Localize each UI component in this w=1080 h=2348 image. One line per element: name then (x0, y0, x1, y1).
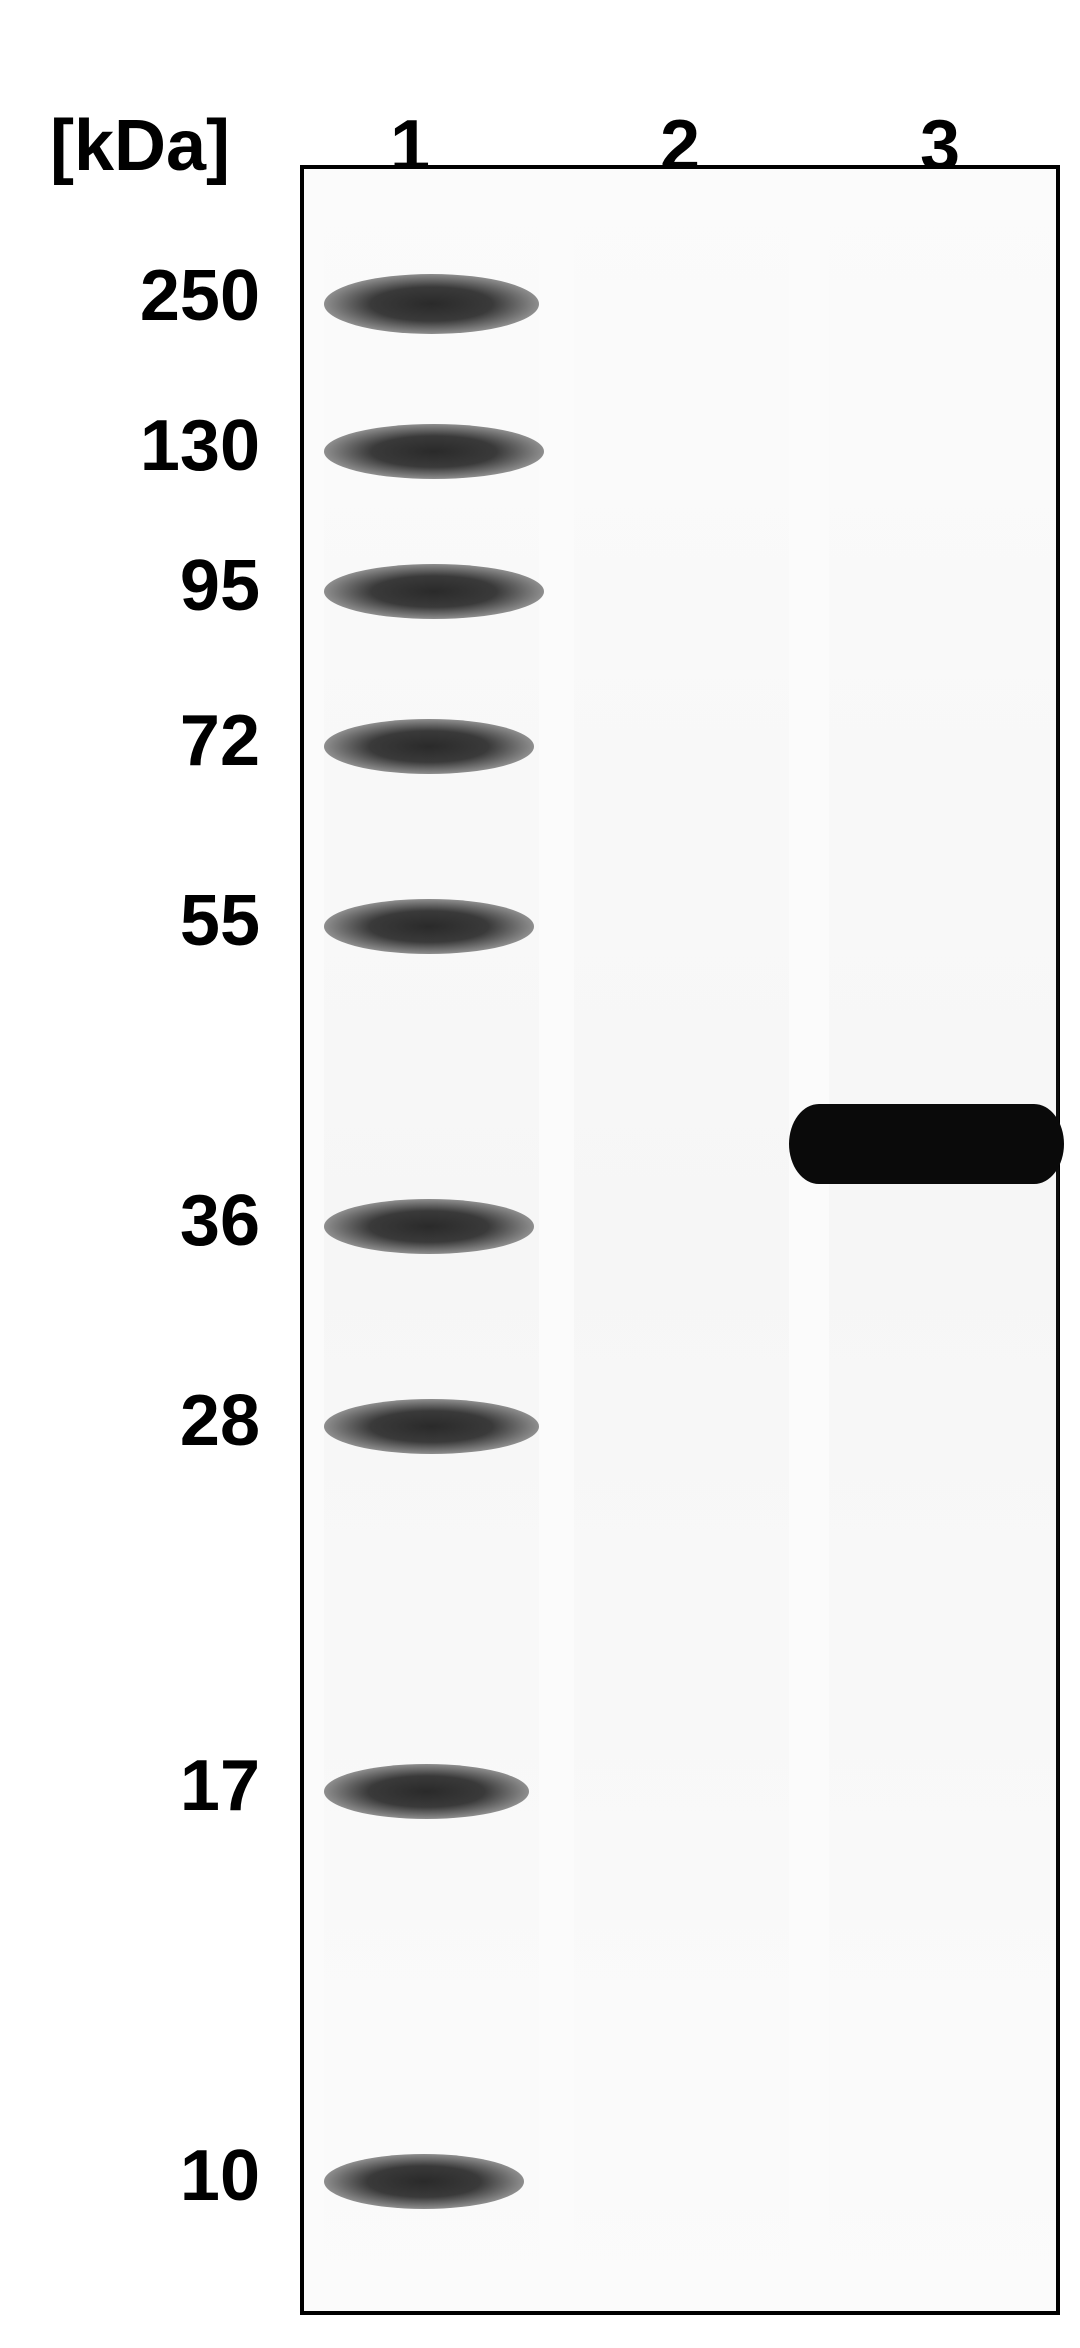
mw-label: 55 (0, 880, 260, 962)
header-row: [kDa] 1 2 3 (0, 50, 1080, 140)
mw-label: 36 (0, 1180, 260, 1262)
ladder-band (324, 719, 534, 774)
blot-frame (300, 165, 1060, 2315)
ladder-band (324, 1764, 529, 1819)
mw-label: 95 (0, 545, 260, 627)
mw-label: 17 (0, 1745, 260, 1827)
lane2-shade (574, 169, 789, 2319)
ladder-band (324, 899, 534, 954)
lane3-shade (829, 169, 1059, 2319)
sample-band-lane3 (789, 1104, 1064, 1184)
ladder-band (324, 564, 544, 619)
mw-label: 130 (0, 405, 260, 487)
ladder-band (324, 1399, 539, 1454)
ladder-band (324, 424, 544, 479)
mw-label: 28 (0, 1380, 260, 1462)
mw-label: 72 (0, 700, 260, 782)
unit-label: [kDa] (50, 105, 230, 187)
mw-label: 250 (0, 255, 260, 337)
ladder-band (324, 2154, 524, 2209)
mw-label: 10 (0, 2135, 260, 2217)
ladder-band (324, 274, 539, 334)
ladder-band (324, 1199, 534, 1254)
figure-container: [kDa] 1 2 3 250 130 95 72 55 36 28 17 10 (0, 0, 1080, 2348)
